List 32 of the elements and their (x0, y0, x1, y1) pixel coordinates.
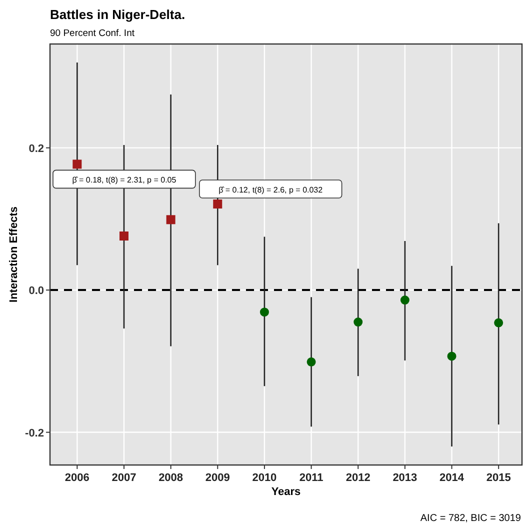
y-tick-label: -0.2 (25, 427, 44, 440)
chart-subtitle: 90 Percent Conf. Int (50, 28, 135, 39)
point (354, 318, 363, 327)
callout-box: β̂ = 0.18, t(8) = 2.31, p = 0.05 (52, 170, 196, 189)
point (400, 296, 410, 305)
x-tick-label: 2014 (440, 472, 465, 484)
point (72, 160, 82, 169)
annotation: β̂ = 0.12, t(8) = 2.6, p = 0.032 (218, 186, 324, 195)
point (447, 352, 456, 361)
x-tick-label: 2015 (486, 472, 511, 484)
callout-box: β̂ = 0.12, t(8) = 2.6, p = 0.032 (199, 180, 342, 198)
x-tick-label: 2007 (112, 472, 136, 484)
x-tick-label: 2011 (299, 472, 324, 484)
x-tick-label: 2013 (392, 472, 418, 484)
point (213, 200, 222, 209)
y-axis-title: Interaction Effects (8, 206, 20, 302)
point (494, 318, 504, 328)
x-tick-label: 2008 (158, 472, 184, 484)
point (306, 357, 316, 366)
chart-title: Battles in Niger-Delta. (50, 7, 186, 22)
y-tick-label: 0.0 (28, 285, 44, 298)
x-tick-label: 2012 (346, 472, 370, 484)
text: AIC = 782, BIC = 3019 (420, 513, 522, 524)
x-tick-label: 2009 (205, 472, 230, 484)
y-tick-label: 0.2 (28, 142, 44, 155)
x-axis-title: Years (271, 486, 301, 498)
point (166, 215, 176, 224)
point (119, 232, 128, 241)
point (260, 308, 269, 317)
x-tick-label: 2010 (252, 472, 277, 484)
x-tick-label: 2006 (64, 472, 90, 484)
annotation: β̂ = 0.18, t(8) = 2.31, p = 0.05 (72, 176, 177, 185)
